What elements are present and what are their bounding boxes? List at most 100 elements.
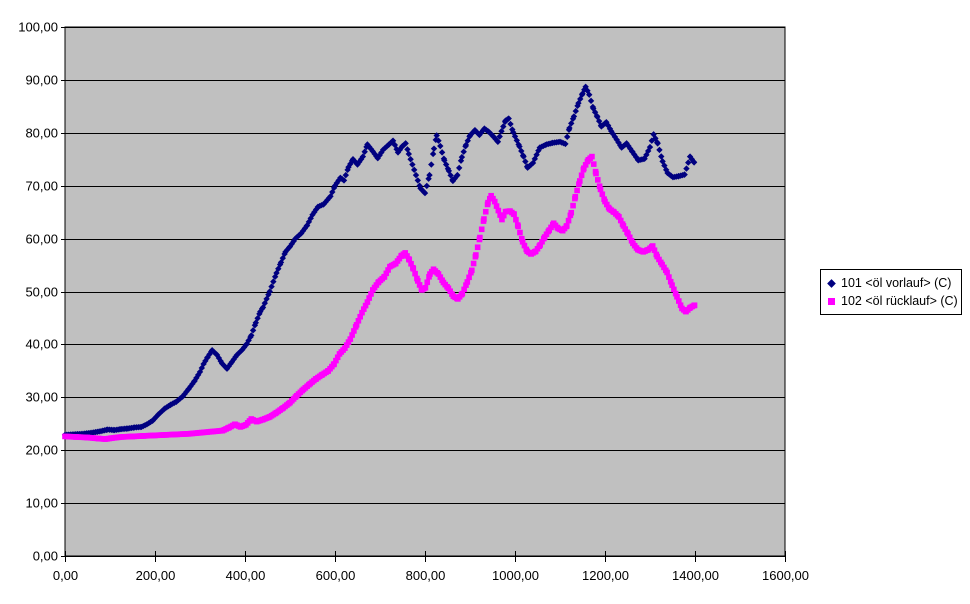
data-marker: [494, 138, 502, 145]
data-marker: [428, 161, 435, 168]
data-marker: [667, 278, 674, 285]
data-marker: [565, 217, 572, 224]
data-marker: [510, 129, 517, 136]
data-marker: [359, 309, 365, 316]
data-marker: [522, 158, 529, 165]
data-marker: [376, 152, 383, 159]
data-marker: [490, 195, 496, 202]
data-marker: [477, 234, 483, 241]
y-tick-label: 90,00: [25, 73, 58, 88]
legend-item-series-102[interactable]: 102 <öl rücklauf> (C): [828, 293, 958, 310]
data-marker: [491, 198, 498, 205]
data-marker: [651, 247, 658, 254]
data-marker: [355, 317, 362, 324]
data-marker: [463, 282, 469, 288]
data-marker: [572, 107, 579, 115]
data-marker: [620, 223, 627, 229]
data-marker: [671, 286, 677, 293]
x-tick-label: 400,00: [226, 568, 266, 583]
data-marker: [351, 328, 357, 334]
data-marker: [623, 140, 630, 147]
data-marker: [518, 235, 525, 242]
legend[interactable]: 101 <öl vorlauf> (C) 102 <öl rücklauf> (…: [820, 269, 962, 315]
data-marker: [654, 140, 661, 147]
data-marker: [454, 171, 461, 179]
y-tick-label: 0,00: [33, 549, 58, 564]
data-marker: [359, 153, 367, 160]
data-marker: [613, 136, 620, 143]
data-marker: [511, 211, 517, 218]
data-marker: [575, 99, 582, 107]
data-marker: [649, 243, 656, 249]
data-marker: [353, 322, 360, 328]
data-marker: [515, 223, 521, 230]
data-marker: [412, 270, 418, 277]
data-marker: [591, 109, 599, 116]
data-marker: [357, 313, 363, 320]
data-marker: [343, 342, 350, 348]
data-marker: [426, 171, 433, 179]
data-marker: [641, 155, 648, 162]
data-marker: [342, 345, 348, 351]
data-marker: [609, 130, 617, 138]
data-marker: [581, 165, 587, 172]
x-tick-label: 0,00: [53, 568, 78, 583]
data-marker: [570, 202, 576, 209]
data-marker: [646, 143, 654, 151]
data-marker: [362, 302, 369, 309]
data-marker: [383, 270, 390, 277]
data-marker: [627, 145, 634, 152]
data-marker: [596, 183, 603, 190]
data-marker: [676, 298, 682, 304]
data-marker: [586, 91, 593, 98]
data-marker: [531, 155, 538, 163]
data-marker: [473, 252, 479, 258]
data-marker: [349, 332, 355, 338]
data-marker: [460, 148, 467, 155]
data-marker: [412, 171, 420, 179]
data-marker: [661, 264, 667, 271]
data-marker: [417, 185, 424, 192]
data-marker: [568, 120, 575, 127]
y-tick-label: 80,00: [25, 126, 58, 141]
data-marker: [600, 121, 607, 129]
data-marker: [518, 147, 525, 155]
data-marker: [445, 285, 452, 292]
data-marker: [402, 140, 409, 147]
data-marker: [690, 159, 698, 166]
data-marker: [407, 156, 414, 163]
data-marker: [672, 290, 679, 297]
data-marker: [329, 188, 336, 196]
data-marker: [327, 193, 334, 200]
data-marker: [656, 256, 662, 263]
data-marker: [379, 146, 387, 153]
data-marker: [626, 234, 633, 241]
data-marker: [654, 253, 660, 260]
data-marker: [686, 153, 694, 160]
data-marker: [599, 191, 606, 198]
data-marker: [581, 86, 588, 93]
x-tick-label: 800,00: [406, 568, 446, 583]
data-marker: [608, 128, 615, 135]
data-marker: [482, 208, 489, 215]
y-tick-label: 30,00: [25, 390, 58, 405]
data-marker: [298, 230, 305, 237]
data-marker: [569, 115, 577, 122]
data-marker: [422, 284, 429, 291]
data-marker: [617, 217, 624, 224]
data-marker: [249, 327, 257, 334]
data-marker: [430, 145, 438, 152]
data-marker: [524, 164, 531, 171]
data-marker: [688, 155, 696, 163]
data-marker: [645, 147, 652, 155]
data-marker: [496, 133, 503, 140]
data-marker: [368, 291, 374, 297]
data-marker: [408, 260, 414, 267]
legend-item-series-101[interactable]: 101 <öl vorlauf> (C): [827, 275, 955, 292]
data-marker: [537, 242, 543, 248]
data-marker: [574, 102, 581, 110]
data-marker: [648, 137, 655, 144]
data-marker: [381, 273, 388, 280]
data-marker: [659, 158, 666, 165]
